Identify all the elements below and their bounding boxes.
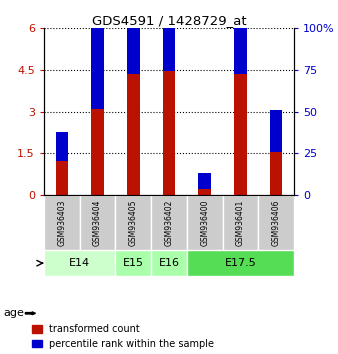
Text: GSM936401: GSM936401 <box>236 199 245 246</box>
Bar <box>55 131 68 161</box>
Bar <box>44 195 80 250</box>
Text: GSM936400: GSM936400 <box>200 199 209 246</box>
Bar <box>91 26 104 109</box>
Bar <box>127 0 140 74</box>
Text: GSM936402: GSM936402 <box>165 199 173 246</box>
Text: GSM936404: GSM936404 <box>93 199 102 246</box>
Bar <box>55 161 68 195</box>
Bar <box>127 74 140 195</box>
Text: E14: E14 <box>69 258 90 268</box>
Bar <box>151 195 187 250</box>
Bar <box>115 250 151 276</box>
Bar <box>44 250 115 276</box>
Bar <box>115 195 151 250</box>
Bar <box>223 195 258 250</box>
Legend: transformed count, percentile rank within the sample: transformed count, percentile rank withi… <box>32 324 214 349</box>
Bar <box>91 109 104 195</box>
Bar <box>198 172 211 189</box>
Title: GDS4591 / 1428729_at: GDS4591 / 1428729_at <box>92 14 246 27</box>
Bar <box>270 152 283 195</box>
Text: GSM936406: GSM936406 <box>272 199 281 246</box>
Bar <box>270 110 283 152</box>
Text: age: age <box>3 308 24 318</box>
Bar <box>80 195 115 250</box>
Bar <box>198 189 211 195</box>
Bar <box>187 250 294 276</box>
Bar <box>163 71 175 195</box>
Bar <box>151 250 187 276</box>
Bar <box>234 0 247 74</box>
Text: E17.5: E17.5 <box>224 258 256 268</box>
Bar <box>234 74 247 195</box>
Bar <box>187 195 223 250</box>
Text: E16: E16 <box>159 258 179 268</box>
Text: E15: E15 <box>123 258 144 268</box>
Bar <box>163 0 175 71</box>
Text: GSM936403: GSM936403 <box>57 199 66 246</box>
Text: GSM936405: GSM936405 <box>129 199 138 246</box>
Bar <box>258 195 294 250</box>
